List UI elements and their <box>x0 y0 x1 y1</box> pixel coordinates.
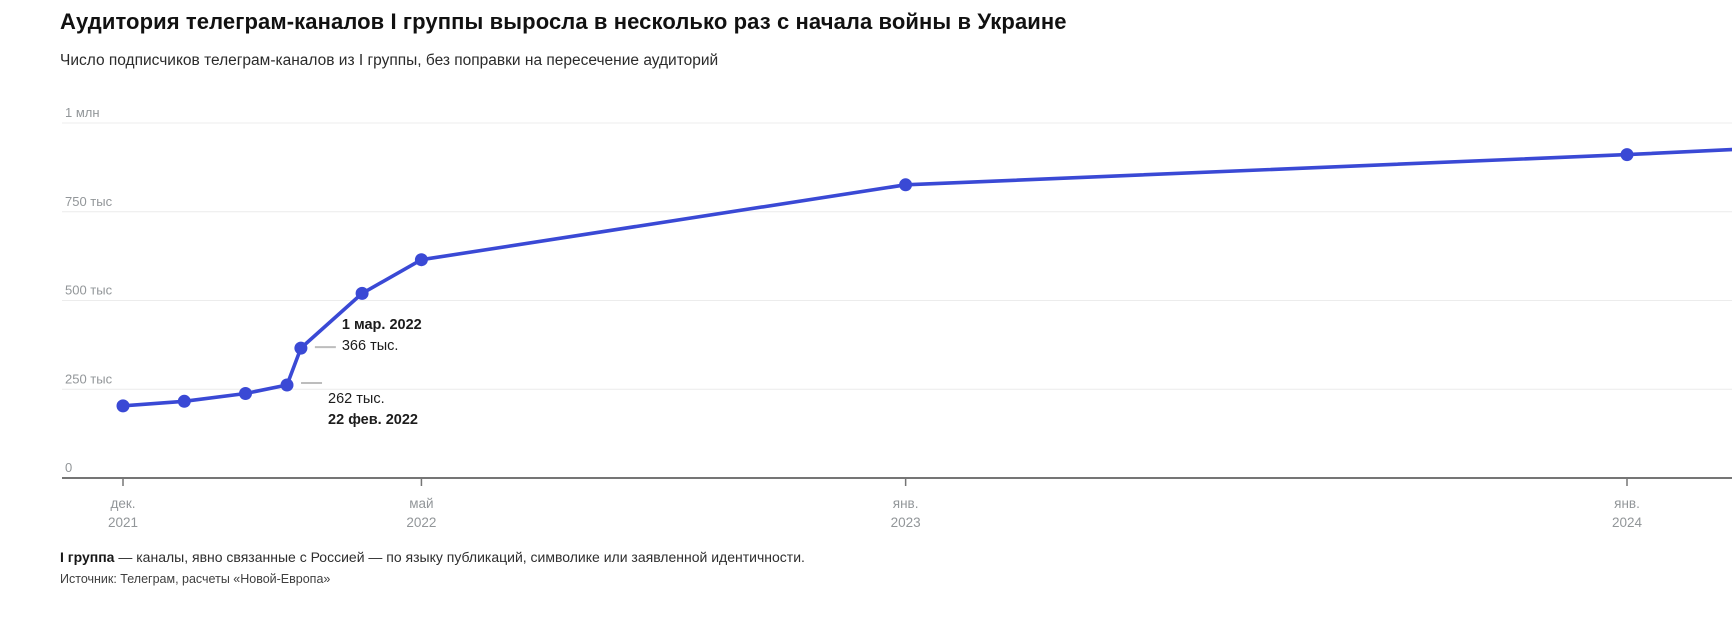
y-tick-label: 1 млн <box>65 105 100 120</box>
x-tick-label-year: 2024 <box>1612 515 1643 530</box>
x-tick-label-month: янв. <box>1614 496 1640 511</box>
data-point <box>1620 148 1634 162</box>
data-point <box>116 399 130 413</box>
annotation-date: 22 фев. 2022 <box>328 412 418 428</box>
data-point <box>355 286 369 300</box>
data-line <box>121 147 1732 408</box>
data-point <box>294 341 308 355</box>
data-point <box>414 253 428 267</box>
source-line: Источник: Телеграм, расчеты «Новой-Европ… <box>60 572 331 586</box>
annotation-value: 262 тыс. <box>328 391 385 407</box>
chart-subtitle: Число подписчиков телеграм-каналов из I … <box>60 52 719 69</box>
x-tick-label-year: 2022 <box>406 515 436 530</box>
data-point <box>899 178 913 192</box>
x-tick-label-month: дек. <box>110 496 135 511</box>
annotation-date: 1 мар. 2022 <box>342 317 422 333</box>
y-tick-label: 0 <box>65 460 72 475</box>
x-tick-label-year: 2023 <box>891 515 921 530</box>
chart-title: Аудитория телеграм-каналов I группы выро… <box>60 9 1067 34</box>
x-tick-label-year: 2021 <box>108 515 138 530</box>
data-point <box>239 387 252 400</box>
y-tick-label: 750 тыс <box>65 194 113 209</box>
y-tick-label: 500 тыс <box>65 283 113 298</box>
data-point <box>280 378 294 392</box>
x-tick-label-month: май <box>409 496 433 511</box>
footnote-term: I группа <box>60 549 115 565</box>
y-tick-label: 250 тыс <box>65 371 113 386</box>
annotation-value: 366 тыс. <box>342 338 399 354</box>
x-tick-label-month: янв. <box>893 496 919 511</box>
data-point <box>177 394 191 408</box>
footnote: I группа — каналы, явно связанные с Росс… <box>60 549 805 565</box>
footnote-text: — каналы, явно связанные с Россией — по … <box>114 549 805 565</box>
